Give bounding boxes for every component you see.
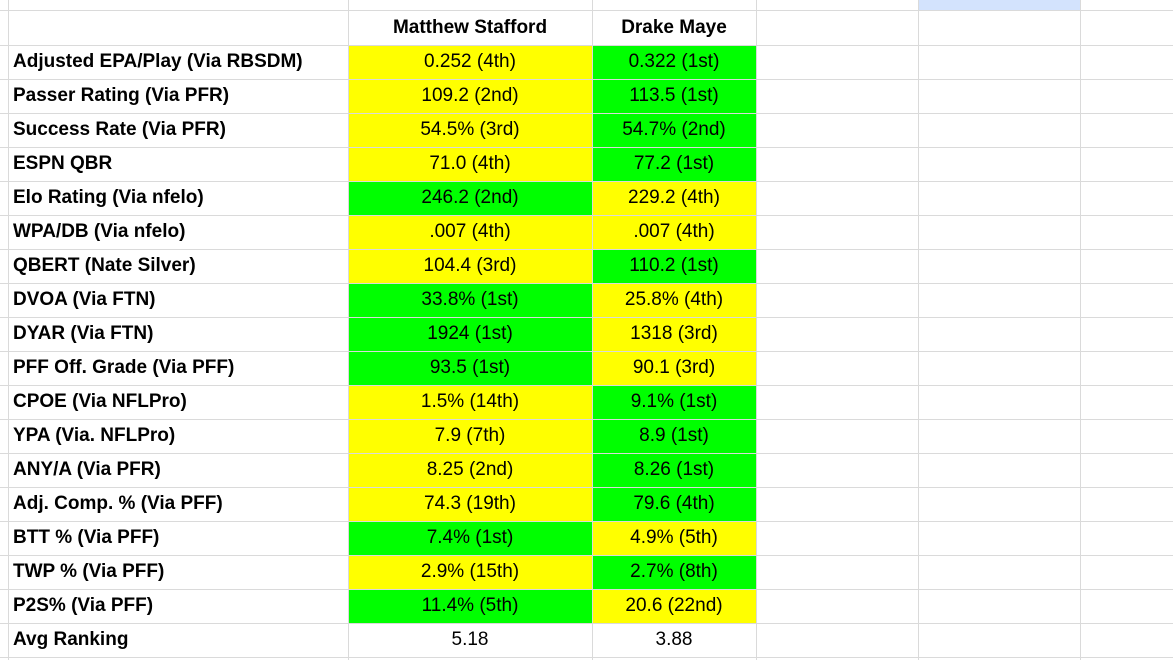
data-cell: 2.9% (15th) (348, 555, 592, 589)
data-cell: 109.2 (2nd) (348, 79, 592, 113)
row-label: Adj. Comp. % (Via PFF) (13, 493, 223, 514)
data-cell: 8.9 (1st) (592, 419, 756, 453)
data-cell: 2.7% (8th) (592, 555, 756, 589)
data-cell: 9.1% (1st) (592, 385, 756, 419)
row-label: Elo Rating (Via nfelo) (13, 187, 204, 208)
row-label: CPOE (Via NFLPro) (13, 391, 187, 412)
data-cell: 7.9 (7th) (348, 419, 592, 453)
grid-line (0, 45, 1173, 46)
grid-line (0, 113, 1173, 114)
data-cell: 54.7% (2nd) (592, 113, 756, 147)
row-label: Success Rate (Via PFR) (13, 119, 226, 140)
grid-line (0, 521, 1173, 522)
data-cell: 7.4% (1st) (348, 521, 592, 555)
grid-line (0, 249, 1173, 250)
grid-line (0, 215, 1173, 216)
row-label: P2S% (Via PFF) (13, 595, 154, 616)
grid-line (0, 10, 1173, 11)
data-cell: 74.3 (19th) (348, 487, 592, 521)
row-label: DVOA (Via FTN) (13, 289, 156, 310)
row-label: TWP % (Via PFF) (13, 561, 165, 582)
row-label: DYAR (Via FTN) (13, 323, 154, 344)
grid-line (0, 453, 1173, 454)
grid-line (0, 79, 1173, 80)
data-cell: 110.2 (1st) (592, 249, 756, 283)
data-cell: .007 (4th) (592, 215, 756, 249)
row-label: WPA/DB (Via nfelo) (13, 221, 186, 242)
row-label: Avg Ranking (13, 629, 129, 650)
data-cell: 4.9% (5th) (592, 521, 756, 555)
grid-line (0, 623, 1173, 624)
row-label: YPA (Via. NFLPro) (13, 425, 176, 446)
grid-line (0, 555, 1173, 556)
data-cell: 8.26 (1st) (592, 453, 756, 487)
data-cell: 1318 (3rd) (592, 317, 756, 351)
data-cell: 104.4 (3rd) (348, 249, 592, 283)
grid-line (8, 0, 9, 660)
grid-line (0, 657, 1173, 658)
data-cell: 71.0 (4th) (348, 147, 592, 181)
data-cell: 5.18 (348, 623, 592, 657)
data-cell: 79.6 (4th) (592, 487, 756, 521)
row-label: BTT % (Via PFF) (13, 527, 160, 548)
grid-line (0, 385, 1173, 386)
grid-line (0, 317, 1173, 318)
grid-line (0, 589, 1173, 590)
data-cell: 25.8% (4th) (592, 283, 756, 317)
grid-line (592, 0, 593, 660)
data-cell: 1924 (1st) (348, 317, 592, 351)
data-cell: 0.322 (1st) (592, 45, 756, 79)
grid-line (918, 0, 919, 660)
column-header: Drake Maye (621, 16, 727, 38)
grid-line (348, 0, 349, 660)
grid-line (0, 419, 1173, 420)
grid-line (0, 487, 1173, 488)
row-label: ESPN QBR (13, 153, 113, 174)
data-cell: 77.2 (1st) (592, 147, 756, 181)
data-cell: .007 (4th) (348, 215, 592, 249)
row-label: PFF Off. Grade (Via PFF) (13, 357, 235, 378)
data-cell: 1.5% (14th) (348, 385, 592, 419)
row-label: Adjusted EPA/Play (Via RBSDM) (13, 51, 303, 72)
data-cell: 8.25 (2nd) (348, 453, 592, 487)
row-label: ANY/A (Via PFR) (13, 459, 161, 480)
grid-line (1080, 0, 1081, 660)
row-label: Passer Rating (Via PFR) (13, 85, 230, 106)
grid-line (756, 0, 757, 660)
data-cell: 229.2 (4th) (592, 181, 756, 215)
row-label: QBERT (Nate Silver) (13, 255, 196, 276)
grid-line (0, 147, 1173, 148)
data-cell: 93.5 (1st) (348, 351, 592, 385)
data-cell: 54.5% (3rd) (348, 113, 592, 147)
data-cell: 90.1 (3rd) (592, 351, 756, 385)
data-cell: 0.252 (4th) (348, 45, 592, 79)
column-header: Matthew Stafford (392, 16, 548, 38)
data-cell: 33.8% (1st) (348, 283, 592, 317)
data-cell: 113.5 (1st) (592, 79, 756, 113)
data-cell: 20.6 (22nd) (592, 589, 756, 623)
grid-line (0, 351, 1173, 352)
data-cell: 246.2 (2nd) (348, 181, 592, 215)
data-cell: 3.88 (592, 623, 756, 657)
grid-line (0, 283, 1173, 284)
data-cell: 11.4% (5th) (348, 589, 592, 623)
grid-line (0, 181, 1173, 182)
selected-cell (918, 0, 1080, 10)
